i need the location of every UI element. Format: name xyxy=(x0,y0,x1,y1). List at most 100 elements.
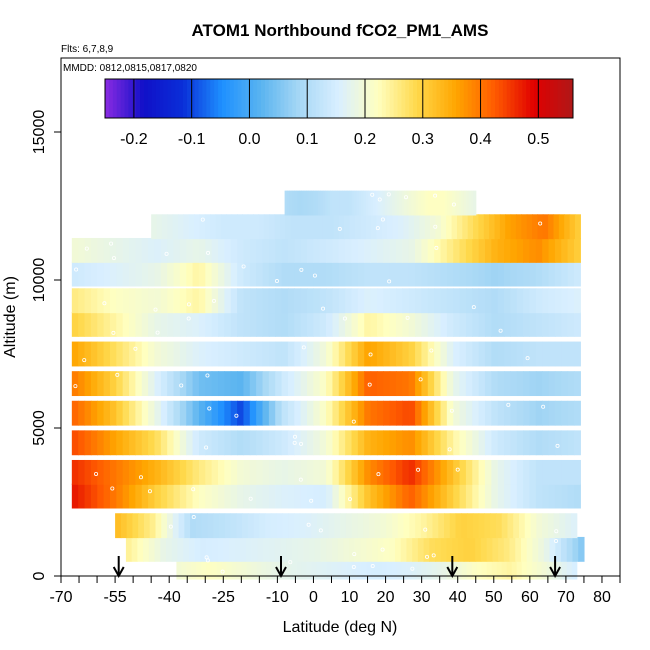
colorbar-swatch xyxy=(417,79,422,118)
colorbar-swatch xyxy=(491,79,496,118)
heatmap-cell xyxy=(286,554,293,580)
heatmap-cell xyxy=(332,261,340,287)
colorbar-tick-label: -0.1 xyxy=(178,131,206,148)
heatmap-cell xyxy=(205,261,213,287)
colorbar-swatch xyxy=(303,79,309,118)
heatmap-cell xyxy=(427,190,431,216)
heatmap-cell xyxy=(116,483,124,509)
colorbar-swatch xyxy=(323,79,328,118)
sample-point xyxy=(554,539,559,544)
heatmap-cell xyxy=(549,536,556,562)
heatmap-cell xyxy=(286,190,290,216)
heatmap-cell xyxy=(523,311,531,337)
heatmap-cell xyxy=(294,459,302,485)
heatmap-cell xyxy=(345,261,353,287)
heatmap-cell xyxy=(395,237,403,263)
heatmap-cell xyxy=(300,341,308,367)
heatmap-cell xyxy=(395,400,403,426)
heatmap-cell xyxy=(351,513,359,539)
colorbar-swatch xyxy=(526,79,531,118)
colorbar-swatch xyxy=(315,79,320,118)
heatmap-cell xyxy=(249,341,257,367)
heatmap-cell xyxy=(349,214,356,240)
heatmap-cell xyxy=(116,288,124,314)
heatmap-cell xyxy=(201,513,209,539)
heatmap-cell xyxy=(542,341,550,367)
heatmap-cell xyxy=(291,190,295,216)
heatmap-cell xyxy=(312,214,319,240)
heatmap-cell xyxy=(122,261,130,287)
heatmap-cell xyxy=(313,483,321,509)
heatmap-cell xyxy=(484,288,492,314)
heatmap-cell xyxy=(179,371,187,397)
heatmap-cell xyxy=(554,371,562,397)
heatmap-cell xyxy=(332,190,336,216)
heatmap-cell xyxy=(268,483,276,509)
heatmap-cell xyxy=(535,430,543,456)
heatmap-cell xyxy=(569,214,576,240)
heatmap-cell xyxy=(404,190,408,216)
heatmap-cell xyxy=(484,237,492,263)
heatmap-cell xyxy=(376,483,384,509)
heatmap-cell xyxy=(307,261,314,287)
heatmap-cell xyxy=(496,554,503,580)
heatmap-cell xyxy=(97,483,105,509)
colorbar-swatch xyxy=(335,79,340,118)
heatmap-cell xyxy=(262,341,270,367)
heatmap-cell xyxy=(395,261,403,287)
heatmap-cell xyxy=(561,536,568,562)
heatmap-cell xyxy=(478,311,486,337)
colorbar-swatch xyxy=(498,79,504,118)
heatmap-cell xyxy=(440,400,448,426)
heatmap-cell xyxy=(173,311,181,337)
heatmap-cell xyxy=(198,371,206,397)
heatmap-cell xyxy=(122,483,130,509)
colorbar-swatch xyxy=(545,79,551,118)
heatmap-cell xyxy=(456,190,460,216)
heatmap-cell xyxy=(271,554,278,580)
heatmap-cell xyxy=(470,190,474,216)
heatmap-cell xyxy=(135,483,143,509)
heatmap-cell xyxy=(173,430,181,456)
heatmap-cell xyxy=(523,459,531,485)
sample-point xyxy=(220,569,225,574)
heatmap-cell xyxy=(319,459,327,485)
heatmap-cell xyxy=(573,371,581,397)
heatmap-cell xyxy=(440,214,447,240)
heatmap-cell xyxy=(179,341,187,367)
heatmap-cell xyxy=(459,430,467,456)
heatmap-cell xyxy=(78,261,86,287)
heatmap-cell xyxy=(211,261,219,287)
heatmap-cell xyxy=(516,237,524,263)
heatmap-cell xyxy=(281,554,288,580)
heatmap-cell xyxy=(236,214,243,240)
heatmap-cell xyxy=(226,554,233,580)
heatmap-cell xyxy=(90,430,98,456)
heatmap-cell xyxy=(307,400,314,426)
heatmap-cell xyxy=(484,261,492,287)
chart-title: ATOM1 Northbound fCO2_PM1_AMS xyxy=(192,21,489,40)
heatmap-cell xyxy=(510,341,518,367)
heatmap-cell xyxy=(71,237,79,263)
heatmap-cell xyxy=(361,554,368,580)
heatmap-cell xyxy=(186,288,194,314)
sample-point xyxy=(375,226,380,231)
sample-point xyxy=(102,301,107,306)
heatmap-cell xyxy=(325,190,329,216)
heatmap-cell xyxy=(207,513,214,539)
heatmap-cell xyxy=(287,459,295,485)
heatmap-cell xyxy=(269,214,276,240)
heatmap-cell xyxy=(478,400,486,426)
heatmap-cell xyxy=(84,237,92,263)
heatmap-cell xyxy=(469,536,476,562)
heatmap-cell xyxy=(434,400,442,426)
heatmap-cell xyxy=(421,459,429,485)
heatmap-cell xyxy=(243,311,251,337)
heatmap-cell xyxy=(383,261,391,287)
heatmap-cell xyxy=(559,513,566,539)
heatmap-cell xyxy=(286,536,293,562)
heatmap-cell xyxy=(103,430,111,456)
heatmap-cell xyxy=(478,483,486,509)
heatmap-cell xyxy=(376,371,384,397)
heatmap-cell xyxy=(237,311,245,337)
